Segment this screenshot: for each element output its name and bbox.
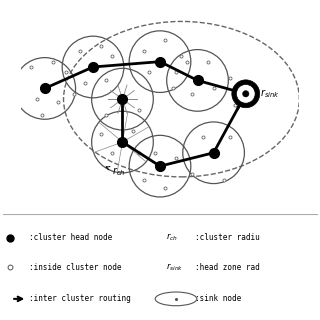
Text: $r_{ch}$: $r_{ch}$	[166, 232, 178, 244]
Text: :sink node: :sink node	[195, 294, 242, 303]
Text: $r_{sink}$: $r_{sink}$	[260, 87, 280, 100]
Circle shape	[232, 80, 260, 108]
Circle shape	[236, 84, 255, 103]
Text: :cluster head node: :cluster head node	[29, 233, 112, 242]
Text: $r_{ch}$: $r_{ch}$	[106, 165, 125, 178]
Circle shape	[243, 91, 249, 97]
Text: :inside cluster node: :inside cluster node	[29, 263, 121, 272]
Text: :head zone rad: :head zone rad	[195, 263, 260, 272]
Text: $r_{sink}$: $r_{sink}$	[166, 261, 184, 273]
Text: :cluster radiu: :cluster radiu	[195, 233, 260, 242]
Text: :inter cluster routing: :inter cluster routing	[29, 294, 131, 303]
